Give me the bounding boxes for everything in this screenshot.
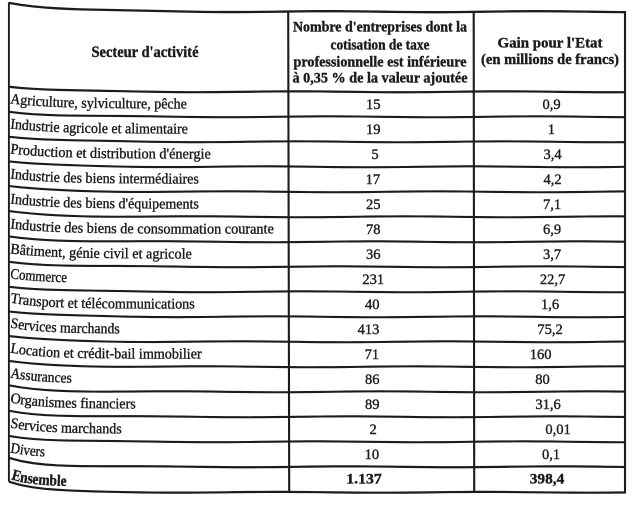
svg-text:25: 25 [366,197,381,213]
svg-text:Agriculture, sylviculture, pêc: Agriculture, sylviculture, pêche [10,91,188,112]
svg-text:Gain pour l'Etat: Gain pour l'Etat [498,36,603,52]
svg-text:3,4: 3,4 [543,147,562,163]
svg-text:86: 86 [365,372,380,388]
svg-text:17: 17 [366,172,381,188]
svg-text:1: 1 [548,122,555,138]
svg-text:Bâtiment, génie civil et agric: Bâtiment, génie civil et agricole [10,241,193,262]
svg-text:40: 40 [365,297,380,313]
svg-text:Divers: Divers [9,441,45,461]
svg-text:231: 231 [362,272,384,288]
svg-text:7,1: 7,1 [543,197,561,213]
svg-text:15: 15 [366,97,381,113]
svg-text:80: 80 [535,372,550,388]
svg-text:22,7: 22,7 [540,272,565,288]
svg-text:Industrie des biens de consomm: Industrie des biens de consommation cour… [10,216,275,237]
svg-text:Industrie des biens intermédia: Industrie des biens intermédiaires [10,166,200,187]
svg-text:1,6: 1,6 [541,297,559,313]
svg-text:0,1: 0,1 [542,447,560,463]
svg-text:398,4: 398,4 [530,472,565,488]
svg-text:Nombre d'entreprises dont la: Nombre d'entreprises dont la [293,20,467,36]
svg-text:36: 36 [366,247,381,263]
svg-text:75,2: 75,2 [537,322,562,338]
svg-text:5: 5 [371,147,378,163]
svg-text:Commerce: Commerce [10,266,68,286]
svg-text:1.137: 1.137 [346,472,382,488]
svg-text:10: 10 [365,447,380,463]
svg-text:6,9: 6,9 [543,222,561,238]
svg-text:cotisation de taxe: cotisation de taxe [331,38,430,54]
svg-text:Ensemble: Ensemble [10,467,67,490]
svg-text:71: 71 [365,347,380,363]
svg-text:à 0,35 % de la valeur ajoutée: à 0,35 % de la valeur ajoutée [293,71,468,87]
svg-text:0,01: 0,01 [545,422,570,438]
svg-text:413: 413 [358,322,380,338]
svg-text:78: 78 [366,222,381,238]
svg-text:160: 160 [530,347,552,363]
svg-text:Production et distribution d'é: Production et distribution d'énergie [10,141,212,162]
svg-text:19: 19 [366,122,381,138]
svg-text:Assurances: Assurances [9,366,72,387]
svg-text:2: 2 [369,422,376,438]
svg-text:31,6: 31,6 [535,397,560,413]
svg-text:professionnelle est inférieure: professionnelle est inférieure [294,55,467,71]
svg-text:Industrie agricole et alimenta: Industrie agricole et alimentaire [10,116,189,137]
svg-text:Secteur d'activité: Secteur d'activité [92,44,199,61]
svg-text:(en millions de francs): (en millions de francs) [481,52,619,68]
svg-text:Industrie des biens d'équipeme: Industrie des biens d'équipements [10,191,200,212]
svg-text:0,9: 0,9 [542,97,560,113]
svg-text:3,7: 3,7 [543,247,561,263]
svg-text:89: 89 [365,397,380,413]
svg-text:4,2: 4,2 [543,172,561,188]
